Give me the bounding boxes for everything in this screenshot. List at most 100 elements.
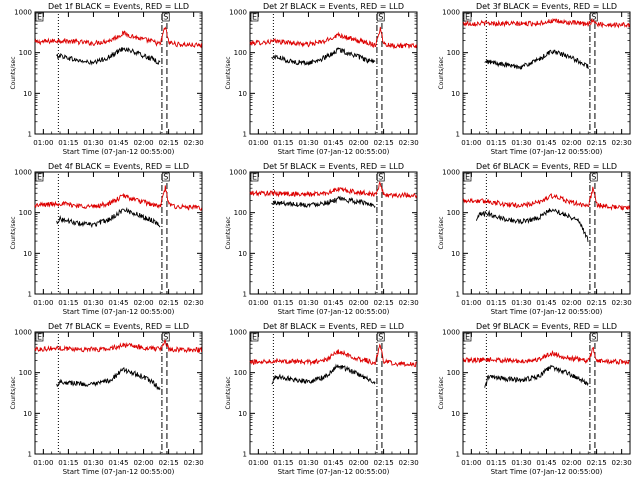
- events-series-line: [475, 208, 589, 243]
- marker-label-S: S: [163, 333, 168, 342]
- y-tick-label: 1000: [229, 329, 247, 337]
- y-tick-label: 100: [234, 209, 247, 217]
- x-tick-label: 02:15: [159, 139, 179, 147]
- x-tick-label: 01:00: [461, 139, 481, 147]
- events-series-line: [56, 206, 161, 229]
- marker-box: [589, 332, 598, 342]
- x-axis-label: Start Time (07-Jan-12 00:55:00): [63, 148, 175, 156]
- lld-series-line: [462, 346, 630, 366]
- detector-panel-1: Det 1f BLACK = Events, RED = LLD 1 10 100 10…: [10, 2, 204, 156]
- y-tick-label: 10: [238, 250, 247, 258]
- y-tick-label: 100: [447, 369, 460, 377]
- panel-title: Det 2f BLACK = Events, RED = LLD: [263, 2, 404, 11]
- x-tick-label: 01:30: [298, 139, 318, 147]
- x-tick-label: 01:15: [486, 299, 506, 307]
- marker-label-E: E: [465, 13, 470, 22]
- marker-label-E: E: [37, 173, 42, 182]
- x-tick-label: 01:15: [273, 139, 293, 147]
- detector-panel-6: Det 6f BLACK = Events, RED = LLD 1 10 100 10…: [438, 162, 632, 316]
- x-tick-label: 01:45: [536, 299, 556, 307]
- y-tick-label: 100: [19, 369, 32, 377]
- y-tick-label: 10: [23, 90, 32, 98]
- x-tick-label: 01:00: [248, 459, 268, 467]
- lld-series-line: [249, 180, 418, 199]
- x-tick-label: 01:45: [536, 459, 556, 467]
- y-tick-label: 10: [238, 90, 247, 98]
- lld-series-line: [249, 26, 418, 50]
- marker-box: [35, 172, 44, 182]
- lld-series-line: [462, 186, 631, 211]
- x-tick-label: 01:00: [461, 459, 481, 467]
- panel-title: Det 3f BLACK = Events, RED = LLD: [476, 2, 617, 11]
- y-tick-label: 1: [28, 131, 32, 139]
- marker-label-S: S: [591, 173, 596, 182]
- detector-panel-5: Det 5f BLACK = Events, RED = LLD 1 10 100 10…: [225, 162, 419, 316]
- marker-box: [463, 332, 472, 342]
- events-series-line: [484, 49, 589, 70]
- x-tick-label: 01:30: [83, 459, 103, 467]
- y-tick-label: 100: [234, 49, 247, 57]
- x-tick-label: 02:15: [587, 459, 607, 467]
- x-tick-label: 01:30: [298, 459, 318, 467]
- x-tick-label: 02:15: [159, 459, 179, 467]
- x-tick-label: 02:00: [133, 139, 153, 147]
- events-series-line: [484, 364, 589, 388]
- marker-label-E: E: [252, 333, 257, 342]
- x-tick-label: 01:45: [108, 299, 128, 307]
- panel-title: Det 7f BLACK = Events, RED = LLD: [48, 322, 189, 331]
- marker-box: [250, 332, 259, 342]
- marker-box: [35, 12, 44, 22]
- x-tick-label: 01:00: [33, 139, 53, 147]
- y-tick-label: 100: [19, 49, 32, 57]
- marker-box: [161, 12, 170, 22]
- x-tick-label: 01:15: [58, 139, 78, 147]
- x-tick-label: 02:15: [159, 299, 179, 307]
- y-tick-label: 1: [243, 451, 247, 459]
- x-tick-label: 02:30: [612, 299, 632, 307]
- y-tick-label: 1000: [14, 329, 32, 337]
- lld-series-line: [34, 339, 203, 354]
- x-tick-label: 02:15: [587, 139, 607, 147]
- detector-panel-4: Det 4f BLACK = Events, RED = LLD 1 10 100 10…: [10, 162, 204, 316]
- x-tick-label: 02:00: [348, 139, 368, 147]
- panel-title: Det 8f BLACK = Events, RED = LLD: [263, 322, 404, 331]
- x-tick-label: 01:15: [273, 459, 293, 467]
- x-tick-label: 02:30: [184, 299, 204, 307]
- x-tick-label: 01:30: [83, 139, 103, 147]
- x-tick-label: 01:00: [248, 299, 268, 307]
- x-axis-label: Start Time (07-Jan-12 00:55:00): [491, 308, 603, 316]
- events-series-line: [271, 195, 376, 209]
- y-tick-label: 1: [456, 131, 460, 139]
- panel-title: Det 9f BLACK = Events, RED = LLD: [476, 322, 617, 331]
- detector-panel-9: Det 9f BLACK = Events, RED = LLD 1 10 100 10…: [438, 322, 632, 476]
- x-tick-label: 02:15: [374, 459, 394, 467]
- x-tick-label: 01:15: [486, 459, 506, 467]
- y-tick-label: 1000: [229, 169, 247, 177]
- y-tick-label: 10: [451, 90, 460, 98]
- x-tick-label: 01:45: [323, 139, 343, 147]
- marker-box: [376, 332, 385, 342]
- events-series-line: [56, 46, 161, 66]
- x-tick-label: 02:15: [374, 139, 394, 147]
- x-tick-label: 02:30: [399, 139, 419, 147]
- marker-box: [250, 12, 259, 22]
- marker-box: [250, 172, 259, 182]
- marker-box: [376, 172, 385, 182]
- y-tick-label: 10: [451, 250, 460, 258]
- marker-label-E: E: [465, 173, 470, 182]
- y-tick-label: 100: [447, 209, 460, 217]
- x-tick-label: 02:30: [399, 299, 419, 307]
- y-axis-label: Counts/sec: [225, 56, 232, 89]
- marker-label-E: E: [252, 173, 257, 182]
- x-axis-label: Start Time (07-Jan-12 00:55:00): [63, 308, 175, 316]
- y-tick-label: 100: [447, 49, 460, 57]
- y-axis-label: Counts/sec: [438, 216, 445, 249]
- x-tick-label: 01:00: [33, 299, 53, 307]
- x-tick-label: 01:30: [511, 139, 531, 147]
- x-axis-label: Start Time (07-Jan-12 00:55:00): [278, 148, 390, 156]
- x-tick-label: 02:00: [133, 299, 153, 307]
- x-tick-label: 02:30: [399, 459, 419, 467]
- marker-label-S: S: [163, 173, 168, 182]
